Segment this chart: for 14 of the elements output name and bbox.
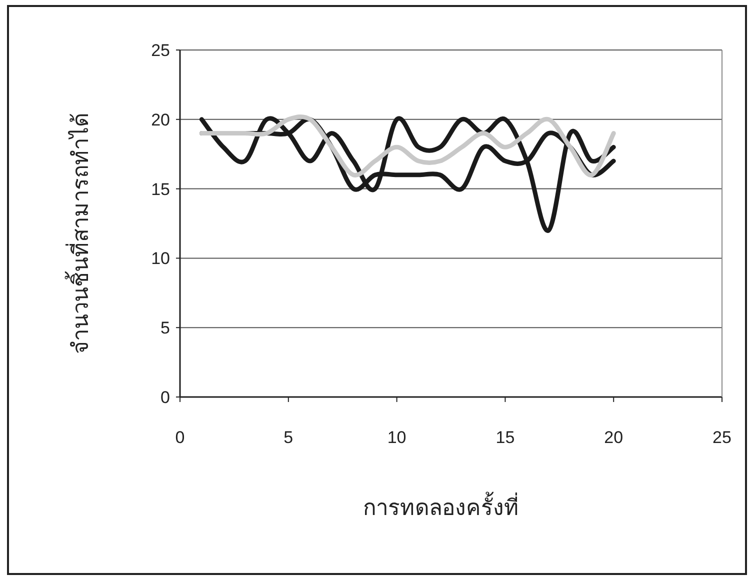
y-tick-label: 5: [160, 318, 170, 338]
y-tick-label: 15: [151, 180, 170, 199]
y-tick-label: 0: [160, 388, 170, 407]
x-tick-label: 0: [175, 428, 185, 447]
y-tick-label: 25: [151, 41, 170, 60]
y-tick-label: 10: [151, 249, 170, 268]
x-tick-label: 25: [712, 428, 732, 447]
y-tick-label: 20: [151, 110, 170, 130]
y-axis-title: จำนวนชิ้นที่สามารถทำได้: [65, 113, 94, 354]
x-tick-label: 10: [387, 428, 406, 447]
x-tick-label: 15: [496, 428, 515, 447]
x-tick-label: 5: [284, 428, 294, 447]
x-tick-label: 20: [604, 428, 624, 447]
x-axis-title: การทดลองครั้งที่: [363, 492, 519, 521]
